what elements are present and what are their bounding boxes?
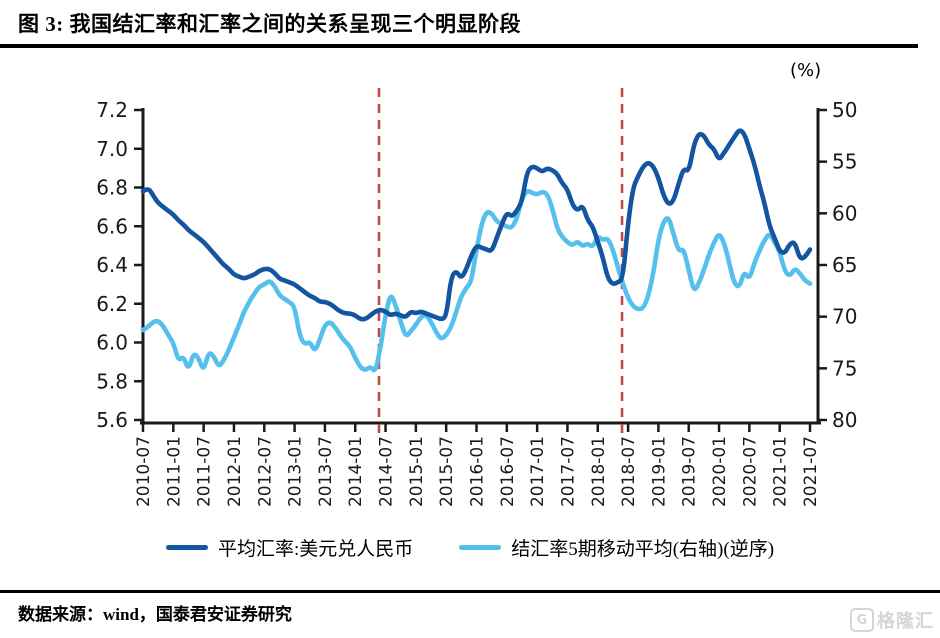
left-axis-tick-label: 6.8 (96, 176, 128, 200)
x-axis-tick-label: 2013-07 (316, 436, 336, 507)
left-axis-tick-label: 7.0 (96, 137, 128, 161)
figure-title: 图 3: 我国结汇率和汇率之间的关系呈现三个明显阶段 (18, 12, 521, 36)
x-axis-tick-label: 2012-07 (255, 436, 275, 507)
x-axis-tick-label: 2010-07 (134, 436, 154, 507)
legend-label-exchange-rate: 平均汇率:美元兑人民币 (217, 539, 414, 560)
right-axis-unit-label: (%) (790, 60, 822, 81)
x-axis-tick-label: 2021-01 (771, 436, 791, 507)
right-axis-tick-label: 70 (832, 305, 857, 329)
x-axis-tick-label: 2017-01 (528, 436, 548, 507)
x-axis-tick-label: 2015-01 (407, 436, 427, 507)
left-axis-tick-label: 6.2 (96, 292, 128, 316)
x-axis-tick-label: 2011-07 (195, 436, 215, 507)
x-axis-tick-label: 2011-01 (164, 436, 184, 507)
legend-label-settlement-ma: 结汇率5期移动平均(右轴)(逆序) (511, 539, 775, 560)
x-axis-tick-label: 2014-01 (346, 436, 366, 507)
x-axis-tick-label: 2016-07 (498, 436, 518, 507)
data-source-note: 数据来源：wind，国泰君安证券研究 (18, 605, 292, 624)
exchange-rate-line-swatch (165, 545, 208, 550)
left-axis-tick-label: 6.4 (96, 253, 128, 277)
right-axis-tick-label: 75 (832, 356, 857, 380)
left-axis-tick-label: 5.6 (96, 408, 128, 432)
x-axis-tick-label: 2020-07 (740, 436, 760, 507)
x-axis-tick-label: 2018-07 (619, 436, 639, 507)
legend-item-exchange-rate: 平均汇率:美元兑人民币 (165, 534, 414, 561)
series-line-settlement-ma (140, 189, 813, 373)
right-axis-tick-label: 50 (832, 98, 857, 122)
x-axis-tick-label: 2016-01 (468, 436, 488, 507)
x-axis-tick-label: 2013-01 (286, 436, 306, 507)
chart-canvas: 7.2 7.0 6.8 6.6 6.4 6.2 6.0 5.8 5.6 50 55 60 65 70 75 8… (96, 88, 857, 507)
series-line-exchange-rate (140, 128, 813, 322)
title-divider (0, 44, 918, 48)
left-axis-tick-label: 6.0 (96, 331, 128, 355)
x-axis-tick-label: 2017-07 (558, 436, 578, 507)
x-axis-tick-label: 2018-01 (589, 436, 609, 507)
site-watermark: G 格隆汇 (850, 607, 934, 633)
legend-item-settlement-ma: 结汇率5期移动平均(右轴)(逆序) (459, 534, 774, 561)
x-axis-tick-label: 2015-07 (437, 436, 457, 507)
watermark-logo-icon: G (850, 608, 874, 632)
x-axis-tick-label: 2019-01 (649, 436, 669, 507)
x-axis-tick-label: 2021-07 (801, 436, 821, 507)
watermark-text: 格隆汇 (877, 611, 934, 631)
x-axis-tick-label: 2020-01 (710, 436, 730, 507)
settlement-ma-line-swatch (459, 545, 502, 550)
left-axis-tick-label: 7.2 (96, 98, 128, 122)
chart-legend: 平均汇率:美元兑人民币 结汇率5期移动平均(右轴)(逆序) (0, 534, 940, 561)
x-axis-tick-label: 2014-07 (377, 436, 397, 507)
footer-divider (0, 590, 940, 593)
x-axis-tick-label: 2019-07 (680, 436, 700, 507)
left-axis-tick-label: 6.6 (96, 214, 128, 238)
left-axis-tick-label: 5.8 (96, 369, 128, 393)
right-axis-tick-label: 80 (832, 408, 857, 432)
right-axis-tick-label: 55 (832, 150, 857, 174)
x-axis-tick-label: 2012-01 (225, 436, 245, 507)
right-axis-tick-label: 65 (832, 253, 857, 277)
right-axis-tick-label: 60 (832, 201, 857, 225)
